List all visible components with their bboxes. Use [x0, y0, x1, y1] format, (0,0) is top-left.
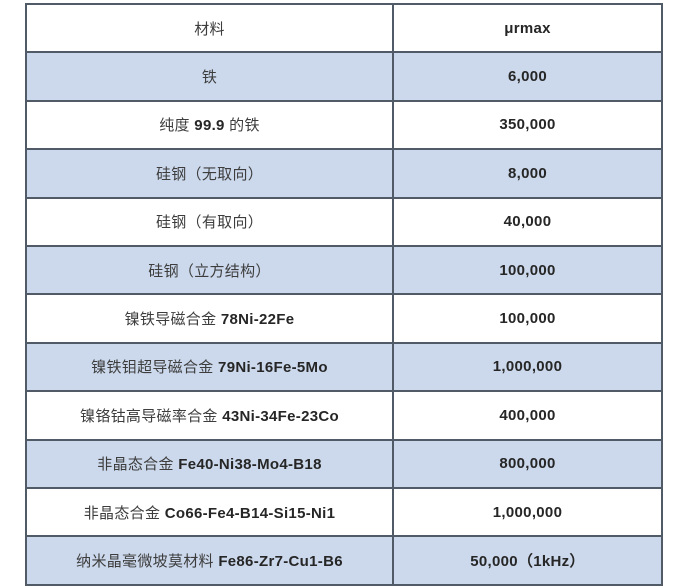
table-row: 镍铬钴高导磁率合金 43Ni-34Fe-23Co 400,000	[25, 390, 663, 441]
table-body: 铁 6,000 纯度 99.9 的铁 350,000 硅钢（无取向） 8,000 硅钢（有取…	[25, 51, 663, 586]
material-name-text: 的铁	[224, 117, 260, 135]
table-row: 非晶态合金 Co66-Fe4-B14-Si15-Ni1 1,000,000	[25, 486, 663, 538]
material-name-text: 非晶态合金	[83, 504, 165, 522]
material-name-text: 镍铬钴高导磁率合金	[80, 407, 223, 425]
table-row: 硅钢（有取向） 40,000	[25, 196, 663, 247]
urmax-value-cell: 8,000	[392, 148, 663, 199]
urmax-value-cell: 400,000	[392, 390, 663, 441]
page: { "chart_data": { "type": "table", "titl…	[25, 2, 663, 586]
material-name-text: 硅钢（立方结构）	[148, 262, 271, 280]
material-name-text: 非晶态合金	[97, 456, 179, 474]
urmax-value-cell: 800,000	[392, 438, 663, 489]
material-cell: 镍铁钼超导磁合金 79Ni-16Fe-5Mo	[25, 341, 394, 393]
table-row: 镍铁导磁合金 78Ni-22Fe 100,000	[25, 293, 663, 344]
material-cell: 非晶态合金 Co66-Fe4-B14-Si15-Ni1	[25, 486, 394, 538]
urmax-value-cell: 40,000	[392, 196, 663, 247]
material-alloy-code: 78Ni-22Fe	[220, 311, 295, 329]
material-permeability-table: 材料 μrmax 铁 6,000 纯度 99.9 的铁 350,000 硅钢（无取向） 8…	[25, 2, 663, 586]
material-cell: 硅钢（有取向）	[25, 196, 394, 247]
material-cell: 纳米晶毫微坡莫材料 Fe86-Zr7-Cu1-B6	[25, 535, 394, 586]
material-name-text: 镍铁钼超导磁合金	[91, 359, 219, 377]
urmax-value-cell: 6,000	[392, 51, 663, 102]
material-cell: 非晶态合金 Fe40-Ni38-Mo4-B18	[25, 438, 394, 489]
material-cell: 镍铁导磁合金 78Ni-22Fe	[25, 293, 394, 344]
material-cell: 铁	[25, 51, 394, 102]
table-row: 纯度 99.9 的铁 350,000	[25, 99, 663, 151]
urmax-value-cell: 100,000	[392, 293, 663, 344]
table-row: 铁 6,000	[25, 51, 663, 102]
table-row: 硅钢（立方结构） 100,000	[25, 244, 663, 296]
material-name-text: 硅钢（有取向）	[155, 214, 264, 232]
material-name-text: 纳米晶毫微坡莫材料	[76, 552, 219, 570]
material-cell: 纯度 99.9 的铁	[25, 99, 394, 151]
urmax-value-cell: 1,000,000	[392, 486, 663, 538]
urmax-value-cell: 1,000,000	[392, 341, 663, 393]
material-alloy-code: 99.9	[194, 117, 225, 135]
material-alloy-code: Fe40-Ni38-Mo4-B18	[178, 456, 322, 474]
table-row: 镍铁钼超导磁合金 79Ni-16Fe-5Mo 1,000,000	[25, 341, 663, 393]
material-cell: 硅钢（立方结构）	[25, 244, 394, 296]
material-cell: 硅钢（无取向）	[25, 148, 394, 199]
material-alloy-code: Co66-Fe4-B14-Si15-Ni1	[164, 504, 336, 522]
material-name-text: 镍铁导磁合金	[124, 311, 221, 329]
material-name-text: 铁	[201, 69, 218, 87]
material-column-header: 材料	[25, 2, 394, 54]
header-row: 材料 μrmax	[25, 2, 663, 54]
urmax-value-cell: 100,000	[392, 244, 663, 296]
material-alloy-code: Fe86-Zr7-Cu1-B6	[218, 552, 343, 570]
table-row: 纳米晶毫微坡莫材料 Fe86-Zr7-Cu1-B6 50,000（1kHz）	[25, 535, 663, 586]
table-row: 硅钢（无取向） 8,000	[25, 148, 663, 199]
material-cell: 镍铬钴高导磁率合金 43Ni-34Fe-23Co	[25, 390, 394, 441]
material-alloy-code: 79Ni-16Fe-5Mo	[218, 359, 328, 377]
material-alloy-code: 43Ni-34Fe-23Co	[222, 407, 339, 425]
material-name-text: 硅钢（无取向）	[155, 165, 264, 183]
material-name-text: 纯度	[159, 117, 195, 135]
table-row: 非晶态合金 Fe40-Ni38-Mo4-B18 800,000	[25, 438, 663, 489]
urmax-value-cell: 350,000	[392, 99, 663, 151]
urmax-value-cell: 50,000（1kHz）	[392, 535, 663, 586]
urmax-column-header: μrmax	[392, 2, 663, 54]
